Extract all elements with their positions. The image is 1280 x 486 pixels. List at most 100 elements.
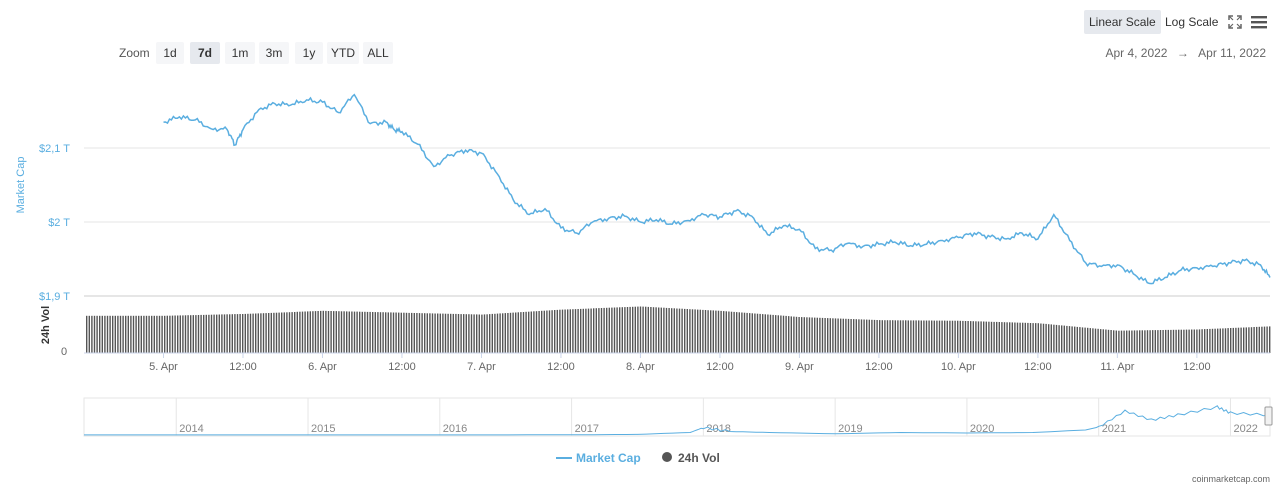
legend-24h-vol[interactable]: 24h Vol	[678, 451, 720, 465]
volume-bar	[842, 318, 844, 353]
volume-bar	[1003, 322, 1006, 353]
volume-bar	[457, 314, 460, 353]
volume-bar	[1029, 323, 1032, 353]
volume-bar	[390, 312, 392, 353]
volume-bar	[1165, 329, 1167, 353]
volume-bar	[1118, 330, 1120, 353]
volume-bar	[1240, 327, 1242, 353]
volume-bar	[598, 308, 600, 353]
zoom-1m-button[interactable]: 1m	[225, 42, 255, 64]
volume-bar	[762, 314, 764, 353]
volume-bar	[327, 311, 330, 353]
volume-bar	[580, 308, 582, 353]
volume-bar	[1136, 330, 1138, 353]
volume-bar	[205, 314, 207, 353]
volume-bar	[582, 308, 584, 353]
volume-bar	[1050, 324, 1052, 353]
range-to[interactable]: Apr 11, 2022	[1198, 46, 1266, 60]
volume-bar	[247, 313, 249, 353]
volume-bar	[1253, 327, 1255, 353]
volume-bar	[203, 314, 205, 353]
volume-bar	[335, 311, 337, 353]
market-cap-series-line	[163, 93, 1271, 285]
volume-bar	[1235, 327, 1237, 353]
volume-bar	[156, 315, 158, 353]
volume-bar	[1209, 328, 1211, 353]
volume-bar	[595, 308, 597, 353]
volume-bar	[1019, 322, 1021, 353]
volume-zero-tick: 0	[61, 346, 67, 358]
volume-bar	[829, 318, 831, 353]
volume-bar	[434, 313, 436, 353]
zoom-ytd-button[interactable]: YTD	[327, 42, 359, 64]
linear-scale-button[interactable]: Linear Scale	[1084, 10, 1161, 34]
navigator-handle[interactable]	[1264, 406, 1273, 426]
volume-bar	[229, 314, 231, 353]
volume-bar	[512, 312, 514, 353]
volume-bar	[871, 319, 873, 353]
x-tick-label: 12:00	[706, 361, 734, 373]
y-axis-label-24h-vol: 24h Vol	[40, 306, 52, 344]
volume-bar	[1183, 329, 1185, 353]
volume-bar	[179, 315, 181, 353]
volume-bar	[689, 309, 691, 353]
volume-bar	[616, 307, 618, 353]
volume-bar	[301, 311, 304, 353]
volume-bar	[93, 315, 96, 353]
volume-bar	[278, 312, 280, 353]
volume-bar	[369, 311, 371, 353]
zoom-3m-button[interactable]: 3m	[259, 42, 289, 64]
volume-bar	[476, 314, 478, 353]
volume-bar	[153, 315, 155, 353]
volume-bar	[265, 313, 267, 353]
volume-bar	[494, 313, 496, 353]
hamburger-menu-icon[interactable]	[1248, 11, 1270, 33]
volume-bar	[928, 320, 930, 353]
log-scale-button[interactable]: Log Scale	[1165, 15, 1219, 29]
volume-bar	[907, 320, 909, 353]
volume-bar	[639, 306, 642, 353]
volume-bar	[988, 321, 990, 353]
volume-bar	[522, 312, 525, 353]
volume-bar	[119, 315, 122, 353]
zoom-7d-button[interactable]: 7d	[190, 42, 220, 64]
volume-bar	[361, 311, 363, 353]
volume-bar	[983, 321, 985, 353]
volume-bar	[684, 308, 686, 353]
volume-bar	[127, 315, 129, 353]
legend-market-cap[interactable]: Market Cap	[576, 451, 641, 465]
volume-bar	[743, 312, 746, 353]
volume-bar	[366, 311, 369, 353]
volume-bar	[1068, 326, 1071, 353]
volume-bar	[845, 318, 847, 353]
volume-bar	[452, 313, 454, 353]
volume-bar	[1063, 325, 1065, 353]
volume-bar	[1014, 322, 1016, 353]
x-tick-label: 10. Apr	[941, 361, 976, 373]
volume-bar	[1175, 329, 1177, 353]
volume-bar	[962, 320, 964, 353]
volume-bar	[889, 320, 891, 353]
zoom-1y-button[interactable]: 1y	[295, 42, 323, 64]
fullscreen-icon[interactable]	[1224, 11, 1246, 33]
volume-bar	[288, 312, 291, 353]
zoom-all-button[interactable]: ALL	[363, 42, 393, 64]
attribution[interactable]: coinmarketcap.com	[1191, 474, 1270, 484]
x-tick-label: 12:00	[1183, 361, 1211, 373]
navigator-frame[interactable]	[83, 397, 1271, 437]
volume-bar	[450, 313, 452, 353]
range-from[interactable]: Apr 4, 2022	[1105, 46, 1168, 60]
volume-bar	[1206, 329, 1208, 353]
volume-bar	[1159, 330, 1162, 353]
volume-bar	[1001, 322, 1003, 353]
volume-bar	[1076, 326, 1078, 353]
volume-bar	[840, 318, 842, 353]
volume-bar	[884, 320, 886, 353]
volume-bar	[460, 314, 462, 353]
zoom-1d-button[interactable]: 1d	[156, 42, 184, 64]
volume-bar	[780, 315, 782, 353]
volume-bar	[769, 314, 772, 353]
volume-bar	[166, 315, 168, 353]
volume-bar	[782, 315, 785, 353]
volume-bar	[720, 310, 722, 353]
